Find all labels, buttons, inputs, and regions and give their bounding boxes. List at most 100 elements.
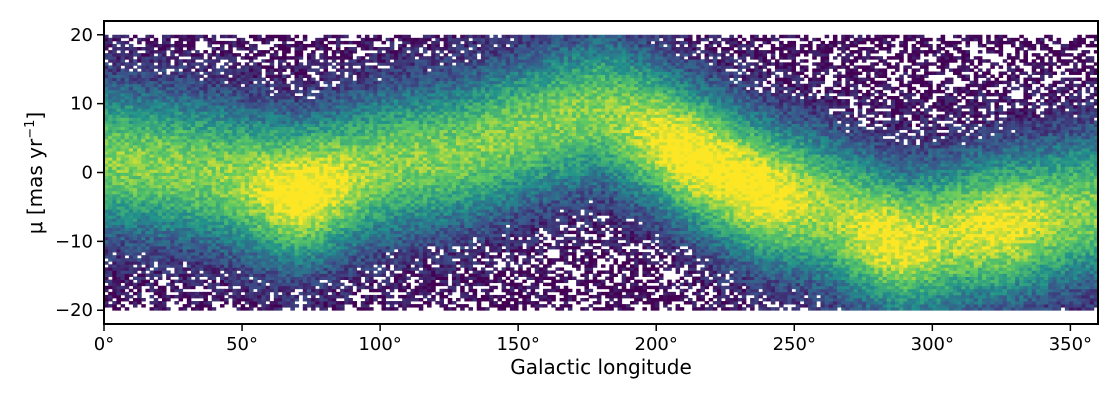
heatmap-cell [265,105,271,109]
heatmap-cell [166,233,171,238]
heatmap-cell [286,200,291,204]
heatmap-cell [315,95,320,100]
heatmap-cell [306,157,312,161]
heatmap-cell [257,288,262,293]
heatmap-cell [116,65,121,69]
heatmap-cell [340,74,345,79]
heatmap-cell [195,233,200,238]
heatmap-cell [340,114,345,118]
heatmap-cell [232,294,237,299]
heatmap-cell [236,206,242,210]
heatmap-cell [286,126,291,131]
heatmap-cell [178,249,184,253]
heatmap-cell [116,129,121,134]
heatmap-cell [327,209,333,213]
heatmap-cell [224,242,229,247]
heatmap-cell [224,190,229,195]
heatmap-cell [174,267,179,271]
heatmap-cell [344,230,349,235]
heatmap-cell [261,304,266,308]
heatmap-cell [195,212,200,216]
heatmap-cell [174,56,179,60]
heatmap-cell [352,166,358,170]
heatmap-cell [232,255,237,259]
heatmap-cell [137,151,142,155]
heatmap-cell [294,114,300,118]
heatmap-cell [207,105,213,109]
heatmap-cell [340,175,345,180]
heatmap-cell [302,175,308,180]
heatmap-cell [323,200,329,204]
heatmap-cell [182,43,188,48]
heatmap-cell [327,215,333,219]
heatmap-cell [190,282,196,287]
heatmap-cell [195,200,200,204]
heatmap-cell [348,297,353,302]
heatmap-cell [335,181,341,186]
heatmap-cell [286,267,291,271]
heatmap-cell [257,215,262,219]
heatmap-cell [352,218,358,222]
heatmap-cell [199,65,204,69]
heatmap-cell [120,117,126,121]
heatmap-cell [108,154,113,158]
heatmap-cell [282,99,287,103]
heatmap-cell [157,47,163,51]
heatmap-cell [166,114,171,118]
heatmap-cell [277,99,283,103]
heatmap-cell [182,99,188,103]
heatmap-cell [215,236,221,241]
heatmap-cell [178,212,184,216]
heatmap-cell [207,175,213,180]
heatmap-cell [306,141,312,146]
heatmap-cell [306,233,312,238]
heatmap-cell [290,209,295,213]
heatmap-cell [166,175,171,180]
heatmap-cell [335,43,341,48]
heatmap-cell [236,273,242,277]
heatmap-cell [298,239,304,244]
heatmap-cell [215,148,221,152]
heatmap-cell [282,258,287,262]
heatmap-cell [104,43,109,48]
heatmap-cell [137,37,142,42]
heatmap-cell [166,239,171,244]
heatmap-cell [265,261,271,265]
heatmap-cell [248,267,254,271]
heatmap-cell [141,74,146,79]
heatmap-cell [298,233,304,238]
heatmap-cell [108,252,113,256]
heatmap-cell [298,169,304,173]
heatmap-cell [265,252,271,256]
heatmap-cell [331,74,337,79]
heatmap-cell [203,117,208,121]
heatmap-cell [157,123,163,127]
heatmap-cell [166,151,171,155]
heatmap-cell [286,129,291,134]
heatmap-cell [348,258,353,262]
heatmap-cell [327,92,333,97]
heatmap-cell [348,215,353,219]
heatmap-cell [331,175,337,180]
heatmap-cell [348,59,353,63]
heatmap-cell [195,56,200,60]
heatmap-cell [190,249,196,253]
heatmap-cell [219,184,225,189]
heatmap-cell [104,141,109,146]
heatmap-cell [128,56,134,60]
heatmap-cell [170,273,175,277]
heatmap-cell [352,196,358,201]
heatmap-cell [282,37,287,42]
heatmap-cell [248,301,254,305]
heatmap-cell [319,273,324,277]
heatmap-cell [116,239,121,244]
heatmap-cell [319,138,324,143]
heatmap-cell [104,209,109,213]
heatmap-cell [207,144,213,149]
heatmap-cell [124,242,130,247]
heatmap-cell [219,154,225,158]
heatmap-cell [161,163,167,167]
heatmap-cell [128,120,134,124]
heatmap-cell [352,261,358,265]
heatmap-cell [298,221,304,225]
